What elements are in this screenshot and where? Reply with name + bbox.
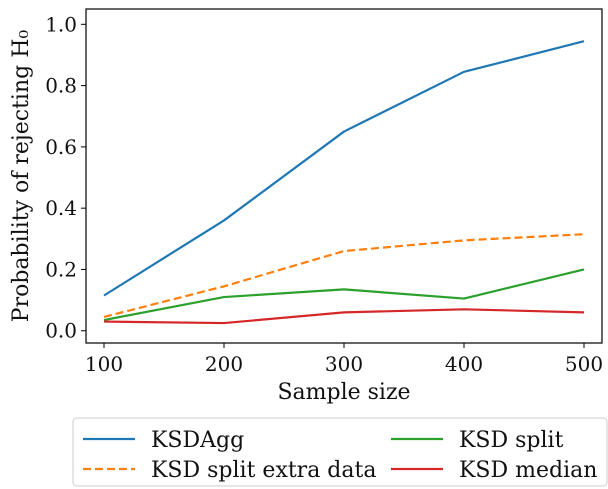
legend-label: KSD split extra data <box>151 458 376 483</box>
x-tick-label: 200 <box>205 352 243 376</box>
y-tick-label: 0.4 <box>45 196 77 220</box>
y-axis: 0.0 0.2 0.4 0.6 0.8 1.0 <box>45 12 86 343</box>
series-line-1 <box>103 40 585 297</box>
y-tick-label: 0.6 <box>45 135 77 159</box>
x-tick-label: 500 <box>565 352 603 376</box>
x-tick-label: 300 <box>325 352 363 376</box>
series-line-4 <box>103 308 585 325</box>
y-tick-label: 0.2 <box>45 257 77 281</box>
plot-frame <box>85 8 603 344</box>
legend-box <box>72 417 608 487</box>
x-axis: 100 200 300 400 500 <box>85 343 603 376</box>
series-line-3 <box>103 268 585 322</box>
legend-label: KSDAgg <box>151 428 244 453</box>
y-tick-label: 0.0 <box>45 319 77 343</box>
plot-lines <box>103 40 585 325</box>
y-axis-title: Probability of rejecting H₀ <box>9 30 34 323</box>
x-axis-title: Sample size <box>277 380 410 405</box>
y-tick-label: 1.0 <box>45 12 77 36</box>
x-tick-label: 100 <box>85 352 123 376</box>
series-line-2 <box>103 233 585 319</box>
y-tick-label: 0.8 <box>45 74 77 98</box>
legend-label: KSD median <box>459 458 597 483</box>
legend: KSDAgg KSD split extra data KSD split KSD m… <box>72 417 608 487</box>
legend-label: KSD split <box>459 428 564 453</box>
x-tick-label: 400 <box>445 352 483 376</box>
